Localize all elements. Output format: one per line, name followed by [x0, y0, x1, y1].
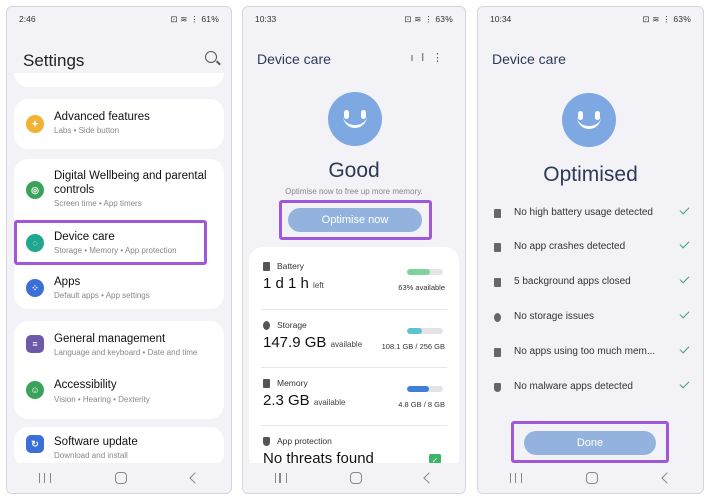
back-icon[interactable]: [423, 472, 435, 484]
battery-stat[interactable]: Battery 1 d 1 h left 63% available: [263, 261, 445, 292]
sliders-icon: ≡: [26, 335, 44, 353]
status-bar: 2:46 ⊡ ≋ ⋮ 61%: [7, 7, 231, 29]
home-icon[interactable]: [349, 472, 362, 484]
page-title: Settings: [23, 51, 85, 70]
memory-bar: [407, 386, 443, 392]
check-item: No malware apps detected: [494, 378, 690, 395]
settings-card: ◎ Digital Wellbeing and parental control…: [14, 159, 224, 309]
settings-item-digital-wellbeing[interactable]: ◎ Digital Wellbeing and parental control…: [14, 159, 224, 215]
battery-icon: [263, 262, 270, 271]
smiley-face-icon: [328, 92, 382, 146]
apps-icon: [494, 278, 501, 287]
more-options-icon[interactable]: ⋮: [432, 52, 451, 64]
recent-apps-icon[interactable]: [510, 473, 523, 483]
settings-card: ✦ Advanced features Labs • Side button: [14, 99, 224, 149]
shield-icon: [494, 383, 501, 392]
storage-stat[interactable]: Storage 147.9 GB available 108.1 GB / 25…: [263, 320, 445, 351]
page-title: Device care: [257, 51, 331, 67]
optimised-screen: 10:34 ⊡ ≋ ⋮ 63% Device care Optimised No…: [477, 6, 704, 494]
settings-card: ≡ General management Language and keyboa…: [14, 321, 224, 419]
check-icon: [679, 273, 690, 284]
wellbeing-icon: ◎: [26, 181, 44, 199]
optimise-now-button[interactable]: Optimise now: [288, 208, 422, 232]
check-item: No storage issues: [494, 308, 690, 325]
done-button[interactable]: Done: [524, 431, 656, 455]
check-item: No app crashes detected: [494, 238, 690, 255]
status-time: 10:34: [490, 14, 512, 24]
status-bar: 10:33 ⊡ ≋ ⋮ 63%: [243, 7, 465, 29]
nav-bar: [7, 463, 231, 493]
settings-item-software-update[interactable]: ↻ Software update Download and install: [14, 427, 224, 467]
status-time: 10:33: [255, 14, 277, 24]
apps-grid-icon: ⁘: [26, 279, 44, 297]
battery-icon: [494, 209, 501, 218]
back-icon[interactable]: [189, 472, 201, 484]
hint-text: Optimise now to free up more memory.: [285, 187, 423, 196]
toolbar: ıl⋮: [411, 51, 452, 64]
status-battery: ⊡ ≋ ⋮ 61%: [170, 14, 219, 24]
settings-item-advanced-features[interactable]: ✦ Advanced features Labs • Side button: [14, 99, 224, 149]
memory-icon: [263, 379, 270, 388]
check-icon: [679, 343, 690, 354]
device-care-screen: 10:33 ⊡ ≋ ⋮ 63% Device care ıl⋮ Good Opt…: [242, 6, 466, 494]
recent-apps-icon[interactable]: [274, 473, 287, 483]
storage-icon: [494, 313, 501, 322]
nav-bar: [243, 463, 465, 493]
check-icon: [679, 308, 690, 319]
storage-icon: [263, 321, 270, 330]
recent-apps-icon[interactable]: [39, 473, 51, 483]
check-item: No apps using too much mem...: [494, 343, 690, 360]
memory-stat[interactable]: Memory 2.3 GB available 4.8 GB / 8 GB: [263, 378, 445, 409]
home-icon[interactable]: [115, 472, 127, 484]
check-item: No high battery usage detected: [494, 204, 690, 221]
settings-item-device-care[interactable]: ◌ Device care Storage • Memory • App pro…: [14, 222, 224, 264]
device-care-icon: ◌: [26, 234, 44, 252]
settings-item-general-management[interactable]: ≡ General management Language and keyboa…: [14, 321, 224, 369]
home-icon[interactable]: [586, 472, 599, 484]
memory-icon: [494, 348, 501, 357]
bulb-icon: ✦: [26, 115, 44, 133]
status-headline: Good: [328, 159, 380, 182]
stats-card: Battery 1 d 1 h left 63% available Stora…: [249, 247, 459, 472]
settings-card: ↻ Software update Download and install: [14, 427, 224, 467]
check-icon: [679, 204, 690, 215]
partial-card: [14, 73, 224, 87]
settings-item-accessibility[interactable]: ☺ Accessibility Vision • Hearing • Dexte…: [14, 369, 224, 419]
status-bar: 10:34 ⊡ ≋ ⋮ 63%: [478, 7, 703, 29]
settings-screen: 2:46 ⊡ ≋ ⋮ 61% Settings ✦ Advanced featu…: [6, 6, 232, 494]
page-title: Device care: [492, 51, 566, 67]
smiley-face-icon: [562, 93, 616, 147]
check-icon: [679, 378, 690, 389]
check-item: 5 background apps closed: [494, 273, 690, 290]
battery-bar: [407, 269, 443, 275]
shield-icon: [263, 437, 270, 446]
storage-bar: [407, 328, 443, 334]
accessibility-icon: ☺: [26, 381, 44, 399]
status-time: 2:46: [19, 14, 36, 24]
search-icon[interactable]: [205, 51, 217, 63]
back-icon[interactable]: [661, 472, 673, 484]
settings-item-apps[interactable]: ⁘ Apps Default apps • App settings: [14, 269, 224, 309]
battery-icon: [494, 243, 501, 252]
highlight-device-care: [14, 220, 207, 265]
chart-icon[interactable]: ıl: [410, 52, 432, 64]
highlight-optimise-button: [279, 200, 432, 240]
nav-bar: [478, 463, 703, 493]
status-battery: ⊡ ≋ ⋮ 63%: [404, 14, 453, 24]
update-icon: ↻: [26, 435, 44, 453]
highlight-done-button: [511, 421, 669, 463]
status-headline: Optimised: [543, 163, 638, 186]
check-icon: [679, 238, 690, 249]
status-battery: ⊡ ≋ ⋮ 63%: [642, 14, 691, 24]
